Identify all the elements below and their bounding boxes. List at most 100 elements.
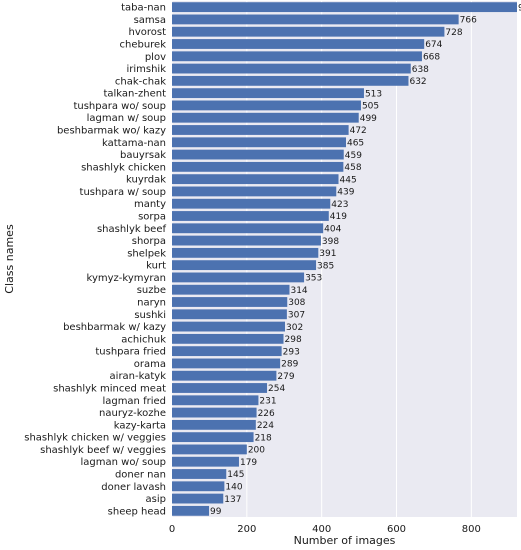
category-label: shashlyk chicken w/ veggies	[24, 433, 166, 444]
bar	[172, 51, 422, 62]
bar	[172, 284, 290, 295]
value-label: 465	[347, 138, 364, 148]
category-label: orama	[134, 359, 166, 370]
value-label: 145	[227, 470, 244, 480]
value-label: 385	[317, 261, 334, 271]
category-label: tushpara wo/ soup	[73, 101, 166, 112]
category-label: kuyrdak	[126, 175, 166, 186]
bar	[172, 432, 254, 443]
category-label: manty	[134, 199, 166, 210]
value-label: 308	[288, 298, 305, 308]
value-label: 398	[322, 237, 339, 247]
bar	[172, 456, 239, 467]
value-label: 439	[337, 188, 354, 198]
value-label: 307	[288, 310, 305, 320]
y-axis-label: Class names	[3, 224, 16, 294]
x-tick-label: 800	[462, 524, 481, 535]
value-label: 668	[423, 52, 440, 62]
value-label: 293	[283, 347, 300, 357]
value-label: 632	[409, 77, 426, 87]
category-label: achichuk	[121, 334, 166, 345]
bar	[172, 493, 224, 504]
bar	[172, 100, 361, 111]
value-label: 674	[425, 40, 442, 50]
bar	[172, 223, 324, 234]
category-label: shelpek	[127, 248, 166, 259]
bar	[172, 247, 319, 258]
bar	[172, 407, 257, 418]
bar	[172, 346, 282, 357]
value-label: 459	[345, 151, 362, 161]
bar	[172, 149, 344, 160]
value-label: 231	[259, 396, 276, 406]
bar	[172, 505, 210, 516]
bar	[172, 321, 286, 332]
bar	[172, 112, 359, 123]
value-label: 353	[305, 274, 322, 284]
bar	[172, 174, 339, 185]
bar	[172, 235, 321, 246]
plot-background	[172, 1, 517, 517]
category-label: shashlyk beef w/ veggies	[40, 445, 166, 456]
bar	[172, 125, 349, 135]
bars	[172, 2, 517, 516]
category-label: shashlyk chicken	[81, 162, 166, 173]
category-label: kymyz-kymyran	[87, 273, 166, 284]
category-label: lagman wo/ soup	[81, 457, 167, 468]
category-label: suzbe	[137, 285, 166, 296]
bar	[172, 383, 268, 393]
category-label: talkan-zhent	[103, 89, 166, 100]
value-label: 499	[360, 114, 377, 124]
category-label: kurt	[146, 261, 166, 272]
bar	[172, 358, 281, 369]
value-label: 298	[285, 335, 302, 345]
category-label: lagman w/ soup	[87, 113, 166, 124]
category-label: shashlyk minced meat	[53, 384, 166, 395]
value-label: 419	[330, 212, 347, 222]
bar	[172, 444, 247, 455]
value-label: 254	[268, 384, 285, 394]
value-label: 200	[248, 446, 265, 456]
category-label: lagman fried	[102, 396, 166, 407]
category-label: taba-nan	[121, 3, 166, 14]
bar	[172, 395, 259, 406]
bar	[172, 26, 445, 37]
bar	[172, 272, 305, 283]
value-label: 505	[362, 102, 379, 112]
category-label: kattama-nan	[102, 138, 166, 149]
category-label: airan-katyk	[110, 371, 167, 382]
category-label: sheep head	[108, 506, 166, 517]
value-label: 766	[460, 16, 477, 26]
value-label: 445	[340, 175, 357, 185]
category-label: naryn	[137, 298, 166, 309]
category-label: shashlyk beef	[97, 224, 167, 235]
category-label: nauryz-kozhe	[99, 408, 166, 419]
category-label: plov	[145, 52, 166, 63]
value-label: 728	[445, 28, 462, 38]
value-label: 140	[225, 482, 242, 492]
bar	[172, 333, 284, 344]
category-label: cheburek	[119, 40, 166, 51]
bar	[172, 161, 344, 172]
bar	[172, 39, 425, 49]
x-tick-label: 400	[312, 524, 331, 535]
bar	[172, 469, 227, 479]
value-label: 423	[331, 200, 348, 210]
category-label: sushki	[134, 310, 166, 321]
value-label: 472	[350, 126, 367, 136]
value-label: 391	[319, 249, 336, 259]
bar	[172, 211, 329, 221]
category-label: hvorost	[128, 27, 166, 38]
bar	[172, 2, 517, 13]
bar	[172, 260, 317, 271]
bar	[172, 309, 287, 320]
bar	[172, 186, 337, 197]
value-label: 224	[257, 421, 274, 431]
x-tick-label: 0	[169, 524, 175, 535]
bar	[172, 198, 331, 209]
value-label: 99	[210, 507, 222, 517]
x-tick-label: 200	[237, 524, 256, 535]
bar	[172, 481, 225, 492]
bar	[172, 88, 364, 99]
